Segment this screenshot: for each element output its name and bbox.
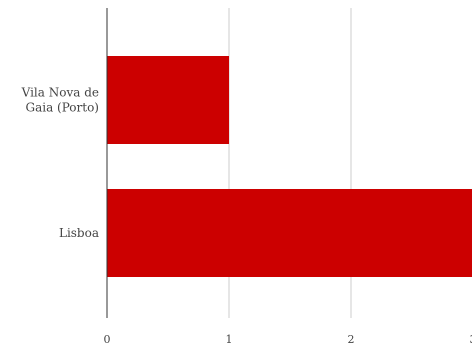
bar-1 (107, 189, 472, 277)
category-label-line: Lisboa (59, 226, 99, 240)
category-label-line: Vila Nova de (21, 86, 99, 100)
category-label-0: Vila Nova de Gaia (Porto) (21, 86, 99, 115)
x-tick-label-3: 3 (470, 333, 472, 346)
x-tick-label-2: 2 (348, 333, 355, 346)
x-tick-labels: 0 1 2 3 (104, 333, 472, 346)
x-tick-label-1: 1 (226, 333, 233, 346)
bar-0 (107, 56, 229, 144)
category-label-1: Lisboa (59, 226, 99, 240)
category-labels: Vila Nova de Gaia (Porto) Lisboa (21, 86, 99, 241)
category-label-line: Gaia (Porto) (25, 101, 99, 115)
x-tick-label-0: 0 (104, 333, 111, 346)
bars (107, 56, 472, 277)
